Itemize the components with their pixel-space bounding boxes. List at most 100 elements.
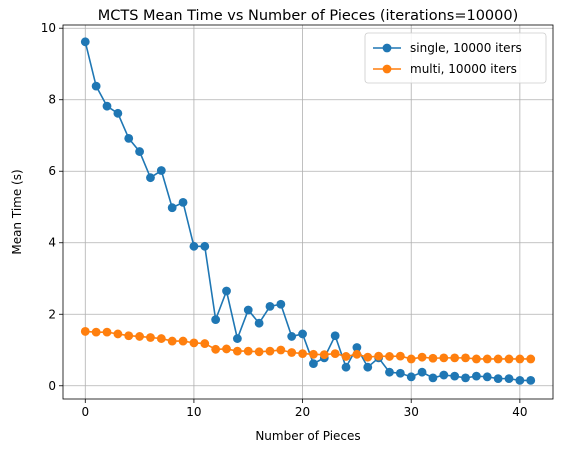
- x-axis-label: Number of Pieces: [255, 429, 360, 443]
- data-point: [146, 173, 155, 183]
- data-point: [232, 346, 242, 356]
- data-point: [222, 344, 231, 354]
- data-point: [167, 203, 177, 213]
- data-point: [309, 349, 318, 359]
- series-layer: [80, 37, 536, 385]
- y-tick-label: 8: [48, 93, 56, 107]
- data-point: [526, 354, 536, 364]
- legend-label: single, 10000 iters: [410, 41, 522, 55]
- data-point: [341, 362, 351, 372]
- data-point: [439, 353, 449, 363]
- data-point: [439, 370, 449, 380]
- data-point: [113, 108, 123, 118]
- data-point: [102, 101, 112, 111]
- data-point: [461, 373, 470, 383]
- data-point: [341, 352, 351, 361]
- data-point: [330, 349, 340, 358]
- data-point: [515, 354, 525, 364]
- data-point: [211, 315, 221, 325]
- data-point: [232, 334, 242, 343]
- data-point: [515, 376, 525, 385]
- legend-box: [364, 32, 547, 84]
- data-point: [254, 318, 264, 328]
- plot-frame: [62, 24, 554, 400]
- x-tick-label: 30: [404, 405, 419, 419]
- data-point: [167, 336, 177, 346]
- data-point: [91, 327, 101, 337]
- data-point: [124, 331, 134, 341]
- data-point: [287, 348, 297, 357]
- data-point: [472, 371, 481, 381]
- data-point: [265, 301, 275, 311]
- data-point: [146, 333, 155, 342]
- y-axis-label: Mean Time (s): [10, 169, 24, 254]
- data-point: [428, 373, 438, 383]
- data-point: [504, 374, 514, 384]
- data-point: [189, 338, 199, 348]
- data-point: [298, 349, 307, 358]
- data-point: [330, 331, 340, 341]
- data-point: [254, 347, 264, 357]
- data-point: [102, 327, 112, 337]
- data-point: [472, 354, 481, 364]
- data-point: [482, 372, 492, 382]
- y-tick-label: 6: [48, 164, 56, 178]
- x-tick-label: 0: [81, 405, 89, 419]
- data-point: [319, 350, 329, 360]
- chart-title: MCTS Mean Time vs Number of Pieces (iter…: [98, 8, 519, 24]
- data-point: [385, 352, 394, 361]
- data-point: [287, 332, 297, 341]
- data-point: [493, 374, 503, 384]
- data-point: [243, 305, 253, 315]
- data-point: [178, 197, 188, 207]
- y-tick-label: 2: [48, 307, 56, 321]
- data-point: [135, 332, 144, 341]
- data-point: [200, 241, 210, 251]
- series-line: [84, 41, 531, 382]
- data-point: [450, 371, 460, 381]
- data-point: [211, 344, 221, 354]
- x-tick-label: 40: [512, 405, 527, 419]
- data-point: [395, 351, 405, 361]
- axis-ticks: 0 10 20 30 40 0 2 4 6 8 10: [41, 21, 528, 419]
- data-point: [406, 354, 416, 364]
- x-tick-label: 20: [295, 405, 310, 419]
- data-point: [113, 329, 123, 339]
- y-tick-label: 10: [41, 21, 56, 35]
- series-1: [80, 37, 536, 385]
- data-point: [298, 329, 307, 339]
- data-point: [156, 334, 166, 343]
- data-point: [385, 367, 394, 377]
- data-point: [200, 339, 210, 348]
- data-point: [493, 354, 503, 364]
- data-point: [222, 286, 231, 296]
- y-tick-label: 0: [48, 379, 56, 393]
- legend: single, 10000 iters multi, 10000 iters: [364, 32, 547, 84]
- data-point: [526, 376, 536, 385]
- legend-label: multi, 10000 iters: [410, 62, 517, 76]
- data-point: [276, 345, 286, 355]
- data-point: [189, 241, 199, 251]
- data-point: [91, 81, 101, 91]
- data-point: [504, 354, 514, 364]
- data-point: [417, 367, 427, 377]
- data-point: [276, 299, 286, 309]
- data-point: [80, 37, 90, 47]
- data-point: [363, 362, 373, 372]
- data-point: [461, 353, 470, 363]
- data-point: [428, 353, 438, 363]
- data-point: [124, 133, 134, 143]
- data-point: [80, 327, 90, 336]
- data-point: [406, 372, 416, 382]
- data-point: [482, 354, 492, 364]
- data-point: [363, 352, 373, 362]
- data-point: [243, 346, 253, 356]
- data-point: [352, 343, 362, 352]
- legend-marker: [382, 64, 392, 74]
- data-point: [374, 351, 384, 361]
- data-point: [265, 346, 275, 356]
- series-2: [80, 327, 536, 364]
- data-point: [178, 336, 188, 346]
- data-point: [395, 368, 405, 378]
- data-point: [352, 349, 362, 359]
